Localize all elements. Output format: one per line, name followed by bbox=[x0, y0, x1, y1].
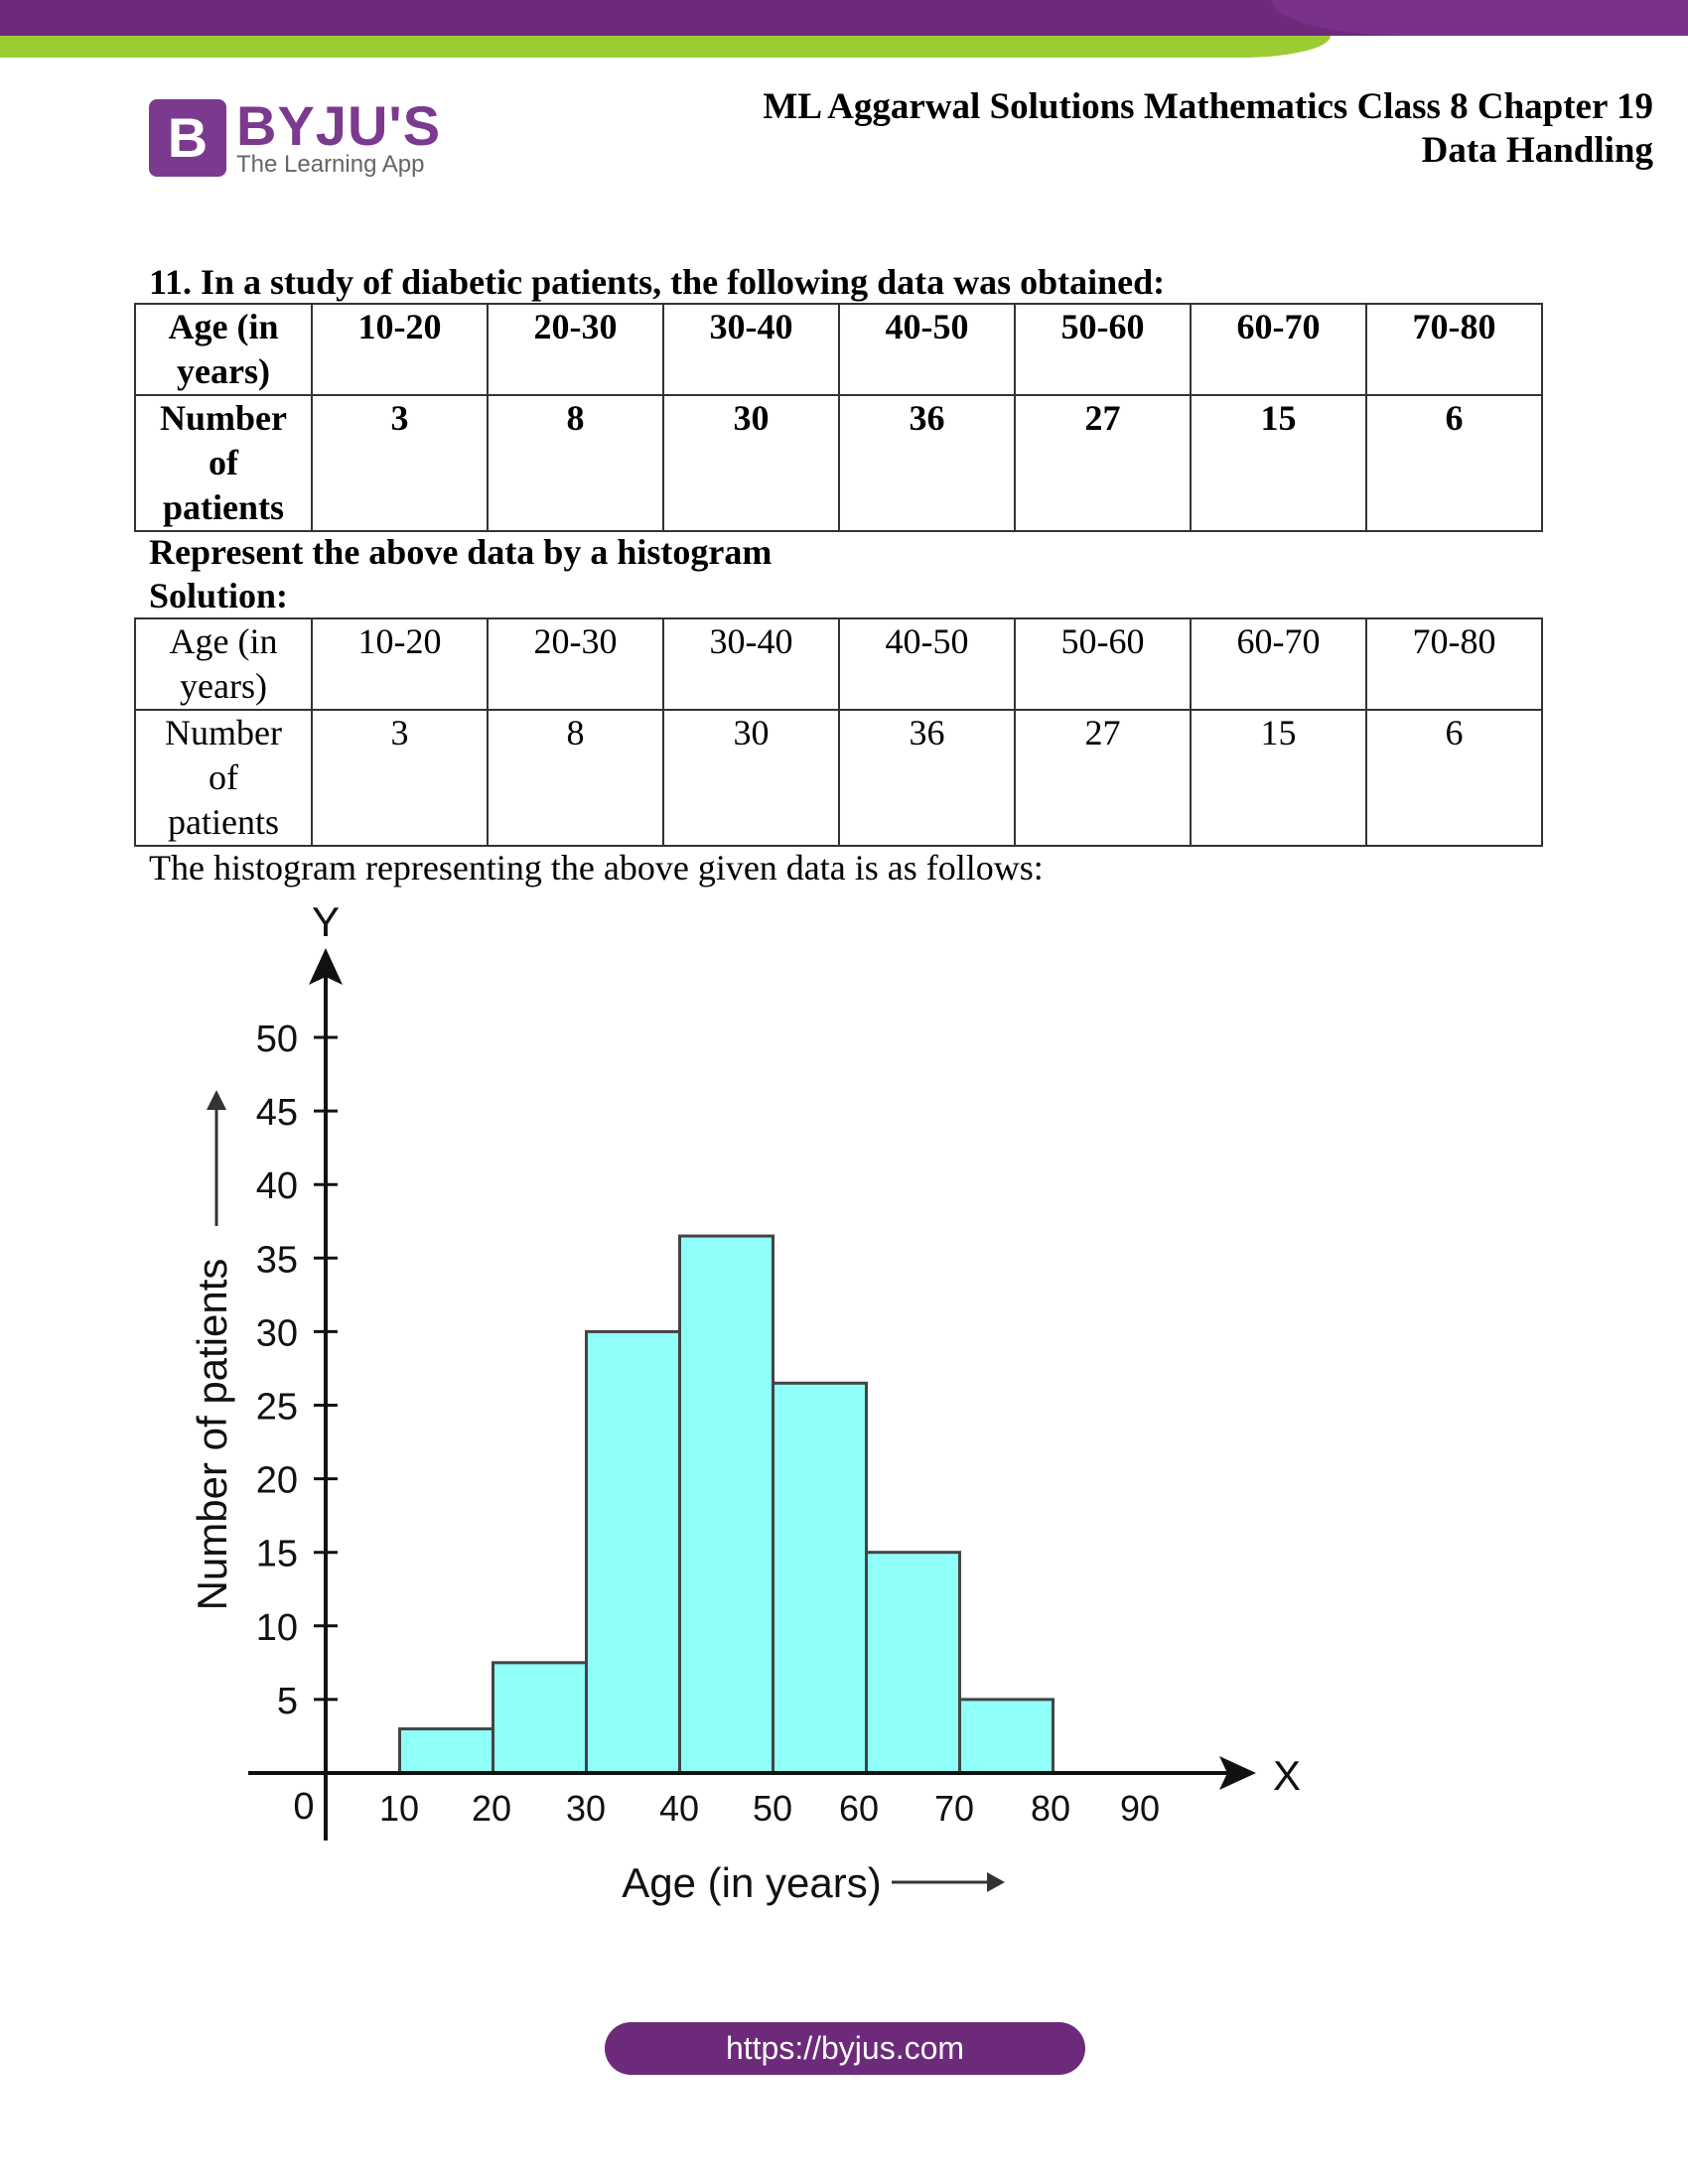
solution-table: Age (in years) 10-20 20-30 30-40 40-50 50-60 60… bbox=[134, 617, 1543, 847]
label-line: Age (in bbox=[168, 307, 279, 346]
document-title: ML Aggarwal Solutions Mathematics Class … bbox=[763, 85, 1653, 173]
age-cell: 40-50 bbox=[838, 303, 1016, 396]
age-cell: 30-40 bbox=[662, 303, 840, 396]
instruction-text: Represent the above data by a histogram bbox=[149, 532, 773, 572]
y-label-arrow-icon bbox=[207, 1090, 226, 1110]
label-line: Number bbox=[165, 713, 282, 752]
row-header-age: Age (in years) bbox=[134, 303, 313, 396]
y-tick-label: 35 bbox=[256, 1239, 298, 1281]
label-line: patients bbox=[162, 487, 284, 527]
x-tick-label: 10 bbox=[379, 1788, 419, 1829]
label-line: patients bbox=[168, 802, 279, 842]
histogram-bar bbox=[865, 1551, 961, 1775]
solution-intro: The histogram representing the above giv… bbox=[149, 848, 1044, 887]
x-tick-label: 80 bbox=[1031, 1788, 1070, 1829]
label-line: years) bbox=[180, 666, 267, 706]
patients-cell: 30 bbox=[662, 394, 840, 532]
y-tick-label: 30 bbox=[256, 1312, 298, 1354]
title-line-1: ML Aggarwal Solutions Mathematics Class … bbox=[763, 86, 1653, 127]
y-tick-label: 10 bbox=[256, 1607, 298, 1649]
patients-cell: 36 bbox=[838, 394, 1016, 532]
origin-label: 0 bbox=[293, 1786, 314, 1828]
logo-brand: BYJU'S bbox=[236, 94, 442, 157]
y-tick-label: 40 bbox=[256, 1165, 298, 1207]
label-line: Number bbox=[160, 398, 287, 438]
y-tick-label: 20 bbox=[256, 1460, 298, 1502]
patients-cell: 3 bbox=[311, 394, 489, 532]
row-header-patients: Number of patients bbox=[134, 394, 313, 532]
x-tick-label: 40 bbox=[659, 1788, 699, 1829]
footer-url-link[interactable]: https://byjus.com bbox=[605, 2022, 1085, 2075]
question-text: 11. In a study of diabetic patients, the… bbox=[149, 262, 1166, 302]
x-tick-label: 30 bbox=[566, 1788, 606, 1829]
age-cell: 60-70 bbox=[1190, 617, 1367, 711]
label-line: years) bbox=[177, 351, 270, 391]
x-tick-label: 90 bbox=[1120, 1788, 1160, 1829]
y-tick-label: 5 bbox=[277, 1681, 298, 1722]
age-cell: 60-70 bbox=[1190, 303, 1367, 396]
x-axis-letter: X bbox=[1273, 1752, 1301, 1799]
patients-cell: 8 bbox=[487, 709, 664, 847]
header-band-green bbox=[0, 36, 1331, 58]
age-cell: 50-60 bbox=[1014, 617, 1192, 711]
logo-tagline: The Learning App bbox=[236, 151, 425, 178]
y-tick-label: 15 bbox=[256, 1534, 298, 1575]
y-axis-letter: Y bbox=[312, 898, 340, 945]
histogram-bar bbox=[958, 1698, 1055, 1775]
age-cell: 10-20 bbox=[311, 303, 489, 396]
x-axis-arrow-icon bbox=[1219, 1756, 1256, 1790]
age-cell: 70-80 bbox=[1365, 617, 1543, 711]
y-axis-label: Number of patients bbox=[189, 1259, 235, 1611]
patients-cell: 8 bbox=[487, 394, 664, 532]
x-axis-label: Age (in years) bbox=[622, 1859, 881, 1906]
y-tick-label: 50 bbox=[256, 1019, 298, 1060]
age-cell: 40-50 bbox=[838, 617, 1016, 711]
question-table: Age (in years) 10-20 20-30 30-40 40-50 50-60 60… bbox=[134, 303, 1543, 532]
title-line-2: Data Handling bbox=[1421, 130, 1653, 171]
x-tick-label: 60 bbox=[839, 1788, 879, 1829]
patients-cell: 30 bbox=[662, 709, 840, 847]
age-cell: 30-40 bbox=[662, 617, 840, 711]
label-line: of bbox=[209, 443, 238, 482]
x-label-arrow-icon bbox=[987, 1872, 1005, 1892]
age-cell: 20-30 bbox=[487, 303, 664, 396]
age-cell: 20-30 bbox=[487, 617, 664, 711]
solution-label: Solution: bbox=[149, 576, 289, 615]
patients-cell: 36 bbox=[838, 709, 1016, 847]
logo-mark: B bbox=[149, 99, 226, 177]
patients-cell: 3 bbox=[311, 709, 489, 847]
y-axis-arrow-icon bbox=[309, 948, 343, 985]
age-cell: 10-20 bbox=[311, 617, 489, 711]
patients-cell: 27 bbox=[1014, 709, 1192, 847]
patients-cell: 27 bbox=[1014, 394, 1192, 532]
patients-cell: 15 bbox=[1190, 709, 1367, 847]
label-line: Age (in bbox=[169, 621, 278, 661]
row-header-age: Age (in years) bbox=[134, 617, 313, 711]
header-band-accent bbox=[1271, 0, 1688, 36]
byjus-logo: B BYJU'S The Learning App bbox=[149, 94, 440, 181]
y-tick-label: 45 bbox=[256, 1092, 298, 1134]
histogram-bar bbox=[585, 1329, 681, 1775]
histogram-bar bbox=[492, 1661, 588, 1775]
histogram-bar bbox=[678, 1234, 774, 1775]
x-tick-label: 20 bbox=[472, 1788, 511, 1829]
patients-cell: 15 bbox=[1190, 394, 1367, 532]
age-cell: 50-60 bbox=[1014, 303, 1192, 396]
row-header-patients: Number of patients bbox=[134, 709, 313, 847]
histogram-bar bbox=[772, 1381, 868, 1775]
patients-cell: 6 bbox=[1365, 709, 1543, 847]
histogram-bar bbox=[398, 1727, 494, 1775]
age-cell: 70-80 bbox=[1365, 303, 1543, 396]
label-line: of bbox=[209, 757, 238, 797]
y-tick-label: 25 bbox=[256, 1387, 298, 1429]
x-tick-label: 70 bbox=[934, 1788, 974, 1829]
x-tick-label: 50 bbox=[753, 1788, 792, 1829]
patients-cell: 6 bbox=[1365, 394, 1543, 532]
